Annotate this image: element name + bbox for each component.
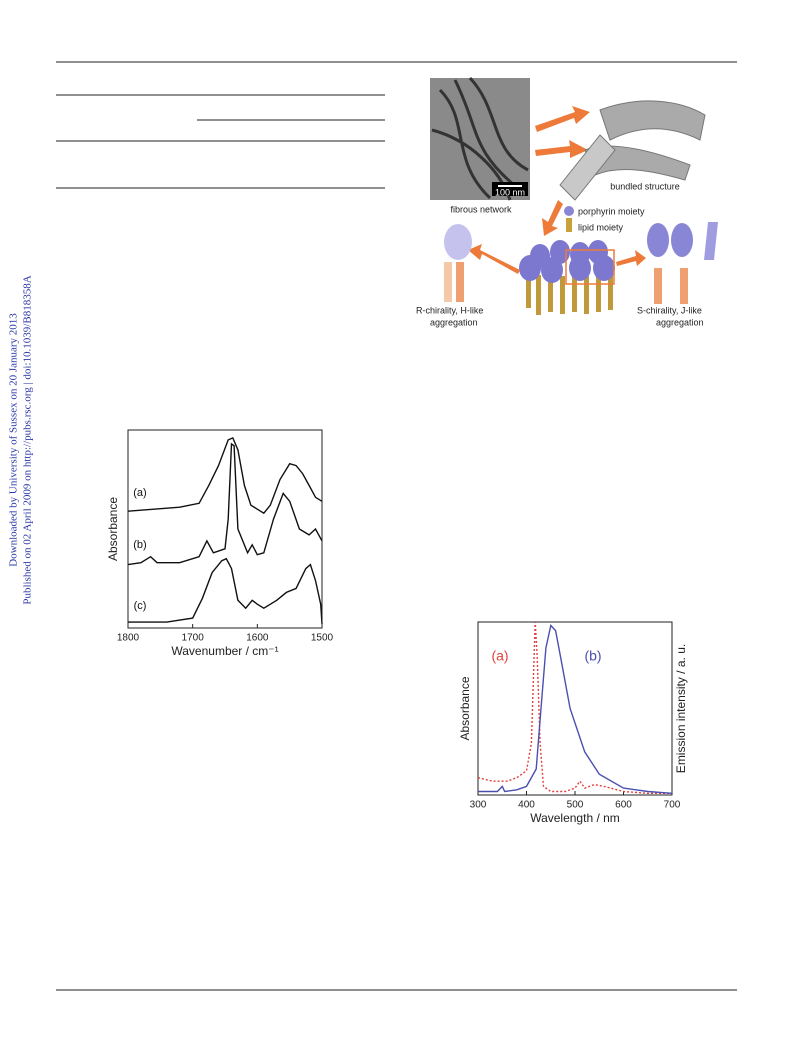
- label: aggregation: [656, 317, 704, 327]
- x-axis-label: Wavelength / nm: [530, 811, 620, 825]
- label: S-chirality, J-like: [637, 305, 702, 315]
- plot-frame: [127, 429, 323, 629]
- lipid-side: [456, 262, 464, 302]
- bundle: [559, 134, 616, 201]
- bundle: [584, 100, 706, 181]
- series-label: (c): [134, 600, 147, 612]
- porphyrin-edge: [704, 222, 718, 260]
- sidebar-text: Downloaded by University of Sussex on 20…: [8, 313, 20, 567]
- x-tick-label: 1800: [117, 633, 140, 644]
- arrows: [468, 244, 646, 274]
- label: R-chirality, H-like: [416, 305, 483, 315]
- x-tick-label: 300: [470, 800, 487, 811]
- porphyrin-side: [444, 224, 472, 260]
- label: bundled structure: [610, 181, 680, 191]
- x-tick-label: 700: [664, 800, 681, 811]
- series-label: (a): [133, 487, 146, 499]
- x-tick-label: 1600: [246, 633, 269, 644]
- x-tick-label: 400: [518, 800, 535, 811]
- arrow: [542, 200, 563, 236]
- series-label: (b): [133, 539, 146, 551]
- series-label: (a): [491, 648, 508, 664]
- fibers: [431, 76, 529, 201]
- scale-label: 100 nm: [495, 187, 525, 197]
- porphyrin-heads: [519, 240, 615, 283]
- porphyrin-side: [647, 223, 669, 257]
- porphyrin-side: [671, 223, 693, 257]
- label: aggregation: [430, 317, 478, 327]
- spectrum-line: [478, 624, 673, 794]
- spectrum-line: [127, 442, 323, 566]
- lipid-side: [444, 262, 452, 302]
- y2-axis-label: Emission intensity / a. u.: [674, 644, 688, 773]
- series-label: (b): [584, 648, 601, 664]
- x-tick-label: 1500: [311, 633, 334, 644]
- label: fibrous network: [450, 204, 512, 214]
- lipid-tails: [526, 270, 613, 315]
- sidebar-text: Published on 02 April 2009 on http://pub…: [22, 275, 34, 604]
- lipid-side: [680, 268, 688, 304]
- spectrum-line: [477, 621, 672, 794]
- schematic: 100 nm fibrous network bundled structure…: [416, 76, 718, 327]
- x-axis-label: Wavenumber / cm⁻¹: [171, 644, 278, 658]
- spectrum-line: [127, 436, 323, 515]
- x-tick-label: 500: [567, 800, 584, 811]
- arrows: [535, 106, 590, 158]
- rules: [56, 61, 737, 991]
- x-tick-label: 1700: [182, 633, 205, 644]
- spectrum-line: [128, 557, 323, 625]
- x-tick-label: 600: [615, 800, 632, 811]
- label: porphyrin moiety: [578, 206, 645, 216]
- y-axis-label: Absorbance: [458, 676, 472, 740]
- y-axis-label: Absorbance: [106, 497, 120, 561]
- porphyrin-icon: [564, 206, 574, 216]
- label: lipid moiety: [578, 222, 624, 232]
- lipid-side: [654, 268, 662, 304]
- highlight: [565, 249, 615, 285]
- lipid-icon: [566, 218, 572, 232]
